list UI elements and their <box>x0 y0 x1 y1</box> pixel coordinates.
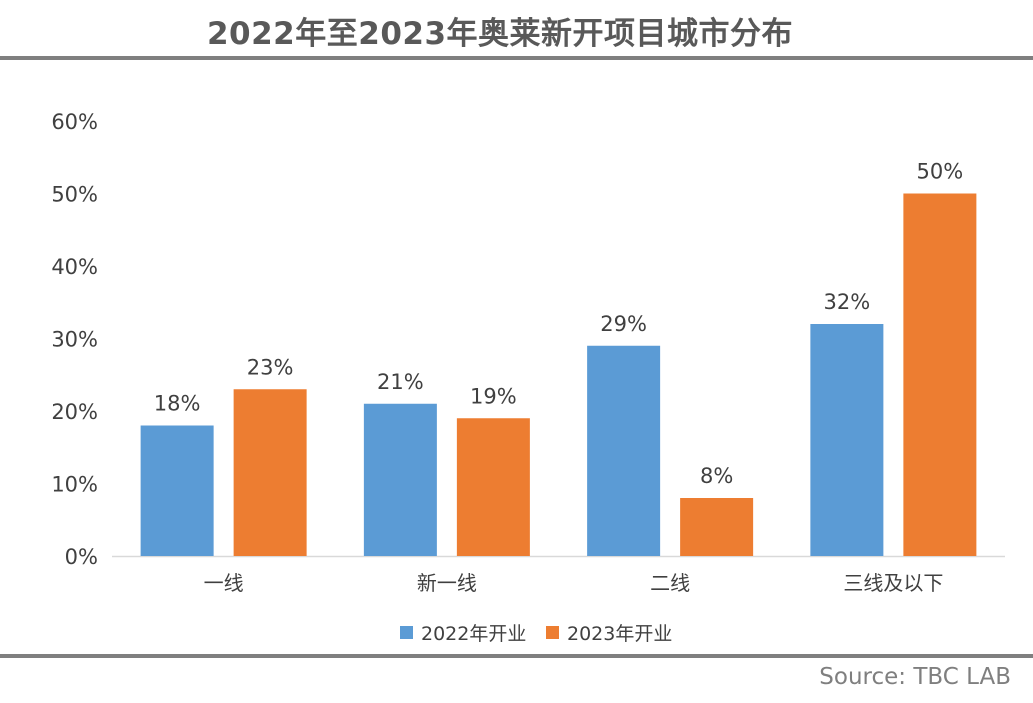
y-tick-label: 10% <box>51 473 98 497</box>
y-tick-label: 60% <box>51 110 98 134</box>
y-tick-label: 50% <box>51 183 98 207</box>
x-tick-label: 新一线 <box>417 571 477 595</box>
legend-swatch <box>546 626 559 639</box>
data-label: 18% <box>154 392 201 416</box>
legend-swatch <box>400 626 413 639</box>
legend-label: 2023年开业 <box>567 623 672 645</box>
data-label: 19% <box>470 384 517 408</box>
bar-series1 <box>140 425 214 556</box>
bar-series1 <box>363 403 437 556</box>
x-tick-label: 三线及以下 <box>843 571 943 595</box>
y-tick-label: 20% <box>51 400 98 424</box>
data-label: 8% <box>700 464 733 488</box>
x-tick-label: 二线 <box>650 571 690 595</box>
bar-series1 <box>810 324 884 556</box>
bar-chart: 0% 10% 20% 30% 40% 50% 60% 18% 23% 一线 21% 19% 新一线 29%… <box>51 110 1005 645</box>
data-label: 21% <box>377 370 424 394</box>
y-tick-label: 40% <box>51 255 98 279</box>
source-caption: Source: TBC LAB <box>819 664 1011 690</box>
y-tick-label: 30% <box>51 328 98 352</box>
data-label: 29% <box>600 312 647 336</box>
bar-series2 <box>903 193 977 556</box>
data-label: 32% <box>824 290 871 314</box>
bar-series2 <box>680 498 754 556</box>
top-divider <box>0 56 1033 60</box>
data-label: 23% <box>247 355 294 379</box>
bar-series2 <box>233 389 307 556</box>
data-label: 50% <box>917 160 964 184</box>
legend-label: 2022年开业 <box>421 623 526 645</box>
bar-series1 <box>587 345 661 556</box>
bottom-divider <box>0 654 1033 658</box>
x-tick-label: 一线 <box>204 571 244 595</box>
y-tick-label: 0% <box>65 545 98 569</box>
bar-series2 <box>456 418 530 556</box>
chart-title: 2022年至2023年奥莱新开项目城市分布 <box>206 16 794 52</box>
